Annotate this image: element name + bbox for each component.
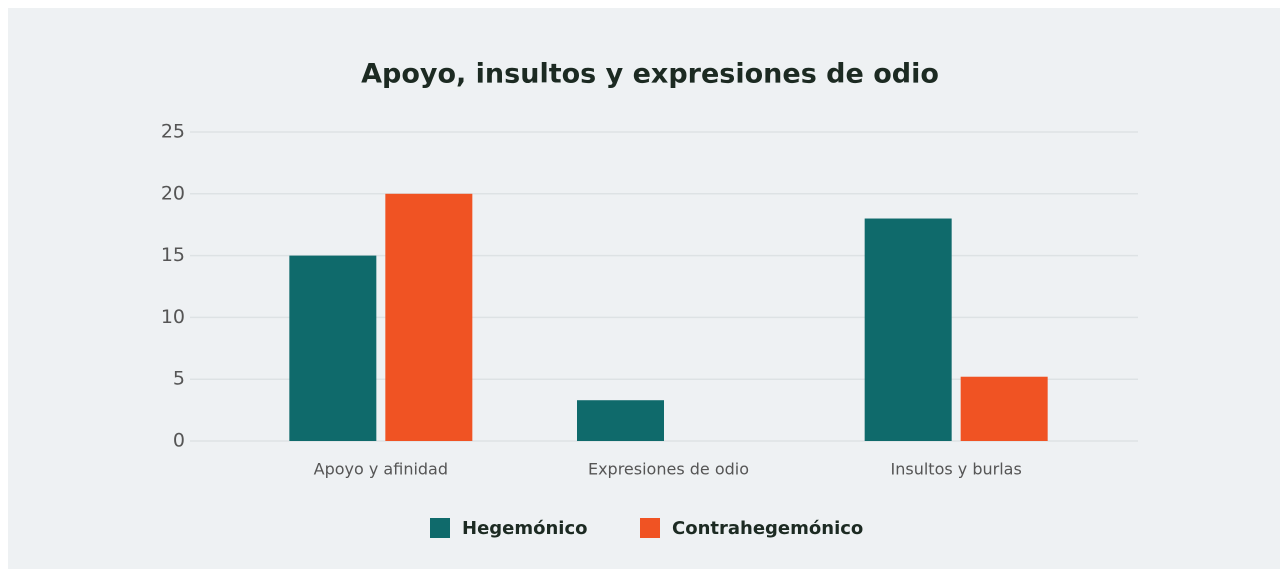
y-tick-label: 25 — [161, 121, 185, 143]
y-tick-label: 5 — [173, 368, 185, 390]
legend-label: Contrahegemónico — [672, 518, 863, 539]
y-tick-label: 20 — [161, 182, 185, 204]
y-tick-label: 10 — [161, 306, 185, 328]
bar — [385, 193, 473, 441]
legend-label: Hegemónico — [462, 518, 588, 539]
bar — [864, 218, 952, 441]
panel — [8, 8, 1280, 569]
chart-title: Apoyo, insultos y expresiones de odio — [361, 59, 939, 90]
x-tick-label: Expresiones de odio — [588, 460, 749, 479]
x-tick-label: Insultos y burlas — [891, 460, 1022, 479]
x-tick-label: Apoyo y afinidad — [314, 460, 448, 479]
y-tick-label: 0 — [173, 430, 185, 452]
legend-swatch — [640, 518, 660, 538]
bar — [960, 376, 1048, 441]
bar — [289, 255, 377, 441]
y-tick-label: 15 — [161, 244, 185, 266]
legend-swatch — [430, 518, 450, 538]
bar — [577, 400, 664, 441]
